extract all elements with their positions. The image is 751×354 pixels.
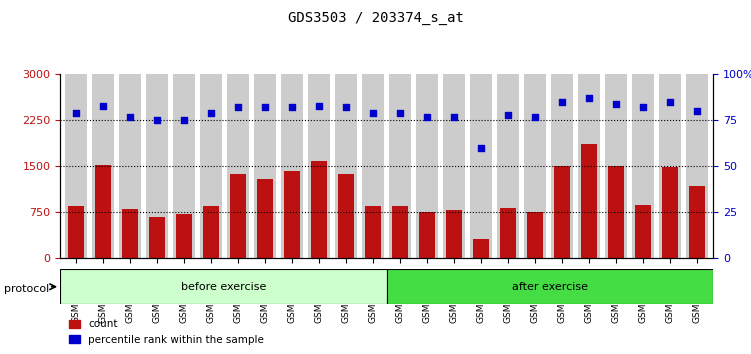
- Point: [124, 114, 136, 120]
- Bar: [146, 74, 168, 258]
- Text: GDS3503 / 203374_s_at: GDS3503 / 203374_s_at: [288, 11, 463, 25]
- Bar: [230, 174, 246, 258]
- Bar: [282, 74, 303, 258]
- Point: [502, 112, 514, 118]
- Bar: [417, 74, 438, 258]
- Point: [448, 114, 460, 120]
- Point: [529, 114, 541, 120]
- FancyBboxPatch shape: [60, 269, 387, 304]
- Bar: [497, 74, 519, 258]
- Point: [664, 99, 676, 105]
- Point: [259, 105, 271, 110]
- Point: [286, 105, 298, 110]
- Bar: [363, 74, 384, 258]
- Bar: [309, 74, 330, 258]
- Bar: [689, 186, 705, 258]
- Bar: [65, 74, 87, 258]
- Bar: [201, 74, 222, 258]
- Bar: [365, 206, 382, 258]
- Point: [232, 105, 244, 110]
- Bar: [524, 74, 546, 258]
- Bar: [443, 74, 465, 258]
- Bar: [392, 206, 409, 258]
- Bar: [173, 74, 195, 258]
- Point: [475, 145, 487, 151]
- Bar: [554, 166, 570, 258]
- Text: protocol: protocol: [4, 284, 49, 293]
- Bar: [446, 210, 463, 258]
- FancyBboxPatch shape: [387, 269, 713, 304]
- Bar: [635, 205, 651, 258]
- Bar: [686, 74, 708, 258]
- Bar: [473, 239, 490, 258]
- Bar: [338, 174, 354, 258]
- Point: [421, 114, 433, 120]
- Text: after exercise: after exercise: [512, 282, 588, 292]
- Point: [584, 96, 596, 101]
- Bar: [608, 166, 624, 258]
- Legend: count, percentile rank within the sample: count, percentile rank within the sample: [65, 315, 268, 349]
- Point: [611, 101, 623, 107]
- Bar: [336, 74, 357, 258]
- Bar: [255, 74, 276, 258]
- Bar: [176, 214, 192, 258]
- Bar: [659, 74, 681, 258]
- Bar: [500, 208, 517, 258]
- Bar: [149, 217, 165, 258]
- Bar: [95, 165, 111, 258]
- Point: [71, 110, 83, 116]
- Point: [394, 110, 406, 116]
- Bar: [581, 144, 597, 258]
- Bar: [605, 74, 627, 258]
- Bar: [470, 74, 492, 258]
- Bar: [228, 74, 249, 258]
- Bar: [92, 74, 114, 258]
- Bar: [257, 179, 273, 258]
- Point: [178, 118, 190, 123]
- Point: [98, 103, 110, 108]
- Bar: [390, 74, 411, 258]
- Bar: [551, 74, 573, 258]
- Point: [205, 110, 217, 116]
- Text: before exercise: before exercise: [181, 282, 266, 292]
- Bar: [119, 74, 141, 258]
- Point: [151, 118, 163, 123]
- Bar: [662, 167, 678, 258]
- Point: [556, 99, 569, 105]
- Point: [313, 103, 325, 108]
- Bar: [68, 206, 84, 258]
- Bar: [122, 209, 138, 258]
- Bar: [311, 161, 327, 258]
- Point: [638, 105, 650, 110]
- Point: [340, 105, 352, 110]
- Point: [691, 108, 703, 114]
- Bar: [204, 206, 219, 258]
- Bar: [527, 212, 544, 258]
- Bar: [284, 171, 300, 258]
- Bar: [578, 74, 600, 258]
- Bar: [632, 74, 654, 258]
- Bar: [419, 212, 436, 258]
- Point: [367, 110, 379, 116]
